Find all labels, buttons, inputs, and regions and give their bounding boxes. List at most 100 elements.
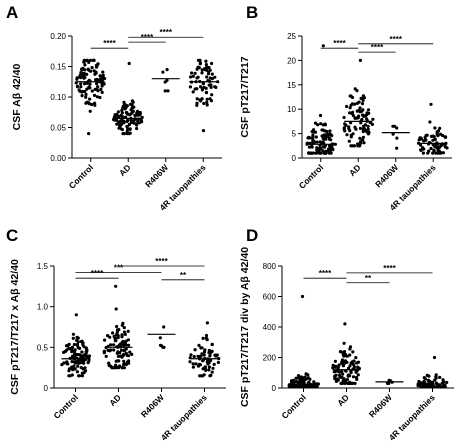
data-point — [320, 128, 324, 132]
data-point — [350, 95, 355, 100]
data-point — [365, 117, 369, 121]
data-point — [200, 71, 204, 75]
data-point — [116, 354, 121, 358]
data-point — [299, 385, 304, 389]
data-point — [127, 61, 131, 66]
data-point — [217, 357, 221, 361]
data-point — [117, 359, 121, 363]
data-point — [319, 122, 323, 126]
data-point — [122, 326, 126, 330]
data-point — [367, 111, 371, 115]
data-point — [132, 121, 136, 125]
data-point — [199, 354, 203, 358]
data-point — [210, 370, 214, 374]
data-point — [87, 68, 91, 72]
data-point — [193, 71, 197, 75]
data-point — [120, 355, 124, 359]
data-point — [70, 345, 75, 349]
y-tick-label: 0.15 — [50, 63, 66, 72]
data-point — [137, 112, 141, 116]
x-tick-label: Control — [67, 162, 95, 190]
data-point — [204, 63, 208, 67]
data-point — [78, 73, 82, 77]
data-point — [302, 378, 306, 382]
data-point — [75, 85, 80, 89]
data-point — [310, 385, 314, 389]
data-point — [72, 364, 76, 368]
data-point — [128, 127, 132, 131]
data-point — [209, 373, 213, 377]
data-point — [354, 356, 358, 360]
data-point — [190, 71, 194, 75]
data-point — [101, 78, 105, 82]
data-point — [356, 365, 360, 369]
data-point — [104, 354, 108, 358]
data-point — [119, 113, 123, 117]
data-point — [438, 151, 442, 155]
data-point — [80, 371, 84, 375]
data-point — [335, 377, 339, 381]
y-axis-label: CSF pT217/T217 — [239, 56, 251, 137]
data-point — [353, 87, 357, 91]
data-point — [125, 130, 129, 134]
data-point — [342, 126, 346, 130]
data-point — [445, 146, 449, 150]
data-point — [205, 68, 209, 72]
data-point — [70, 367, 74, 371]
data-point — [83, 82, 87, 86]
data-point — [196, 75, 200, 79]
data-point — [100, 84, 104, 88]
data-point — [197, 343, 201, 347]
y-tick-label: 1.5 — [37, 262, 49, 271]
data-point — [87, 132, 91, 136]
data-point — [72, 342, 76, 347]
data-point — [84, 95, 88, 99]
y-axis-label: CSF Aβ 42/40 — [11, 63, 23, 130]
data-point — [96, 62, 100, 66]
data-point — [433, 137, 437, 141]
data-point — [307, 145, 312, 149]
data-point — [122, 132, 126, 136]
significance-label: ** — [365, 274, 372, 283]
data-point — [351, 132, 355, 136]
data-point — [306, 136, 310, 140]
data-point — [160, 344, 164, 348]
data-point — [188, 360, 192, 364]
data-point — [79, 365, 83, 370]
data-point — [128, 113, 132, 117]
data-point — [340, 358, 345, 362]
data-point — [342, 115, 346, 120]
data-point — [310, 151, 315, 155]
data-point — [363, 123, 367, 127]
data-point — [322, 137, 326, 141]
x-tick-label: Control — [51, 392, 79, 420]
data-point — [438, 375, 442, 379]
data-point — [71, 332, 75, 336]
data-point — [86, 361, 90, 365]
panel-d: D CSF pT217/T217 div by Aβ 42/40 0 200 400 60… — [239, 226, 454, 443]
data-point — [343, 381, 347, 385]
y-tick-label: 0.05 — [50, 124, 66, 133]
data-point — [123, 332, 127, 336]
data-point — [417, 138, 421, 142]
significance-label: **** — [319, 269, 332, 278]
data-point — [103, 338, 107, 342]
data-point — [312, 385, 316, 389]
data-point — [117, 126, 121, 130]
x-tick-label: R406W — [139, 392, 167, 420]
data-point — [421, 146, 425, 150]
data-point — [70, 373, 74, 377]
data-point — [203, 348, 207, 352]
data-point — [102, 82, 106, 86]
data-point — [205, 100, 209, 104]
data-point — [108, 349, 112, 353]
x-tick-label: Control — [279, 392, 307, 420]
data-point — [102, 351, 106, 355]
data-point — [200, 352, 204, 356]
data-point — [360, 102, 365, 106]
y-tick-label: 1.0 — [37, 303, 49, 312]
data-point — [191, 74, 195, 78]
data-point — [348, 106, 352, 110]
data-point — [200, 97, 204, 101]
data-point — [358, 106, 362, 110]
